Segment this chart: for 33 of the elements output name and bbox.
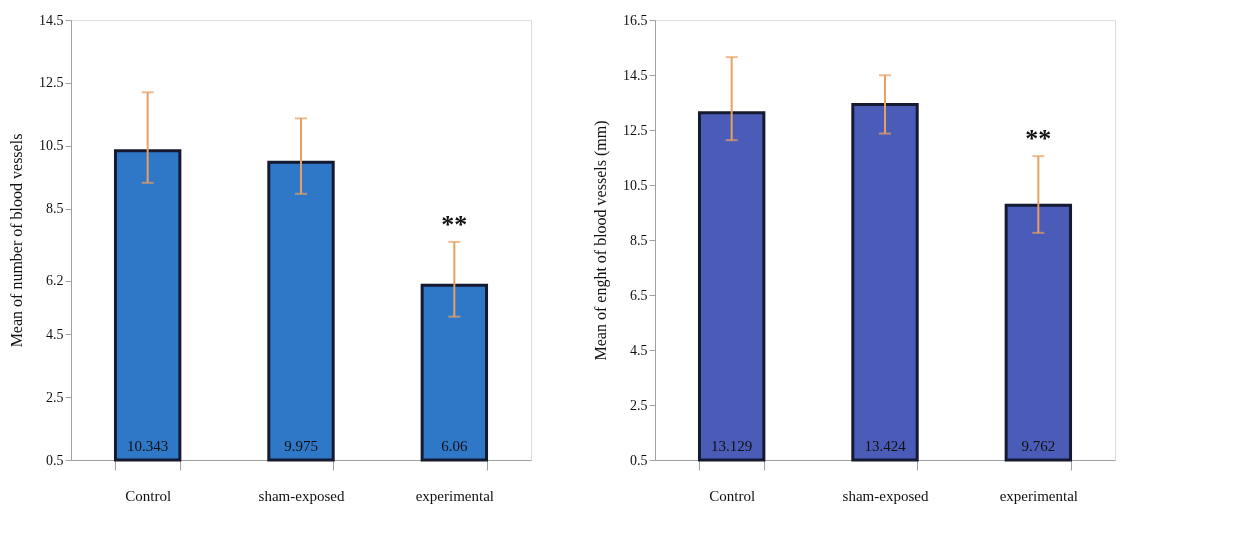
annotation: ** (1025, 124, 1052, 154)
y-tick-label: 4.5 (630, 342, 648, 358)
y-axis-title: Mean of enght of blood vessels (mm) (592, 120, 610, 361)
data-label: 6.06 (441, 438, 468, 454)
annotation: ** (441, 209, 468, 239)
y-tick-label: 14.5 (623, 67, 648, 83)
y-tick-label: 16.5 (623, 12, 648, 28)
y-tick-label: 6.2 (46, 273, 64, 289)
y-tick-label: 12.5 (39, 75, 64, 91)
x-tick-label: Control (709, 487, 756, 504)
y-tick-label: 4.5 (46, 326, 64, 342)
y-tick-label: 2.5 (46, 389, 64, 405)
x-tick-label: sham-exposed (258, 487, 345, 504)
data-label: 9.762 (1021, 438, 1056, 454)
y-tick-label: 6.5 (630, 287, 648, 303)
x-tick-label: experimental (415, 487, 494, 504)
y-tick-label: 8.5 (630, 232, 648, 248)
data-label: 9.975 (284, 438, 318, 454)
y-axis-title: Mean of number of blood vessels (8, 133, 25, 348)
y-tick-label: 10.5 (39, 138, 64, 154)
data-label: 13.424 (864, 438, 907, 454)
y-tick-label: 8.5 (46, 201, 64, 217)
data-label: 13.129 (711, 438, 753, 454)
y-tick-label: 12.5 (623, 122, 648, 138)
y-tick-label: 0.5 (630, 452, 648, 468)
y-tick-label: 14.5 (39, 12, 64, 28)
x-tick-label: Control (125, 487, 172, 504)
y-tick-label: 10.5 (623, 177, 648, 193)
data-label: 10.343 (127, 438, 169, 454)
x-tick-label: sham-exposed (842, 487, 929, 504)
y-tick-label: 0.5 (46, 452, 64, 468)
x-tick-label: experimental (999, 487, 1078, 504)
y-tick-label: 2.5 (630, 397, 648, 413)
